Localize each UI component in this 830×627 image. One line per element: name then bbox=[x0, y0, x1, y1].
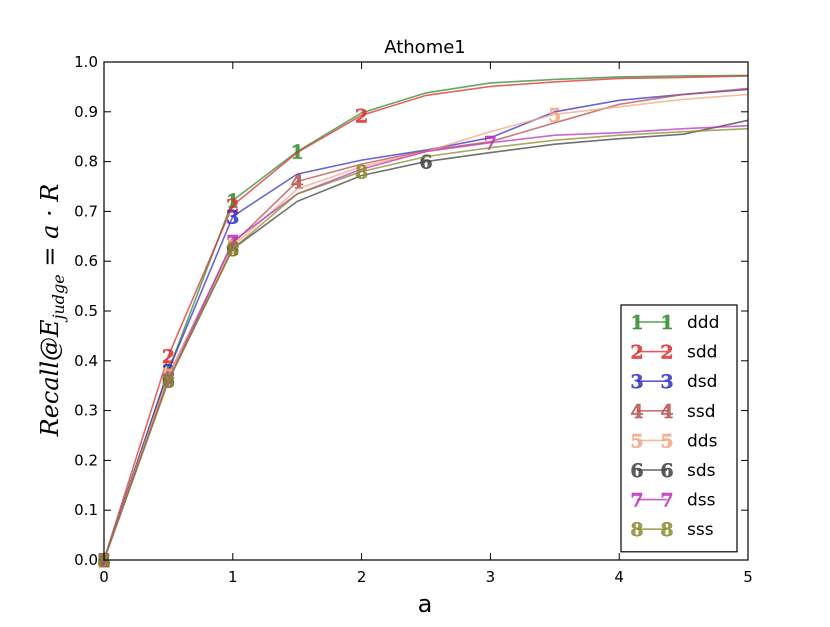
legend: 1 1 ddd 2 2 sdd 3 3 dsd 4 4 ssd 5 5 dds 6 6 sds 7 7 dss 8 8 sss bbox=[620, 304, 738, 553]
legend-marker: 5 bbox=[630, 430, 643, 452]
legend-entry-ddd: 1 1 ddd bbox=[630, 312, 719, 334]
x-tick-label: 5 bbox=[743, 568, 753, 586]
legend-marker: 2 bbox=[630, 342, 643, 364]
legend-marker: 3 bbox=[660, 371, 673, 393]
axes-layer: 0 1 2 3 4 50.00.10.20.30.40.50.60.70.80.91.0 bbox=[74, 53, 753, 586]
x-tick-label: 4 bbox=[614, 568, 624, 586]
y-tick-label: 0.3 bbox=[74, 402, 98, 420]
legend-marker: 5 bbox=[660, 430, 673, 452]
y-tick-label: 0.8 bbox=[74, 153, 98, 171]
legend-marker: 2 bbox=[660, 342, 673, 364]
legend-entry-dsd: 3 3 dsd bbox=[630, 371, 717, 393]
data-point-marker-dsd: 3 bbox=[226, 206, 239, 228]
legend-marker: 8 bbox=[630, 519, 643, 541]
y-tick-label: 0.5 bbox=[74, 302, 98, 320]
y-axis-label-main: Recall@E bbox=[36, 319, 64, 437]
data-point-marker-ssd: 4 bbox=[291, 172, 304, 194]
legend-marker: 4 bbox=[630, 401, 643, 423]
data-point-marker-ddd: 1 bbox=[226, 190, 239, 212]
data-point-marker-dss: 7 bbox=[97, 550, 110, 572]
data-point-marker-sss: 8 bbox=[355, 162, 368, 184]
legend-marker: 4 bbox=[660, 401, 673, 423]
x-tick-label: 1 bbox=[228, 568, 238, 586]
legend-label: dds bbox=[687, 431, 718, 451]
data-point-marker-sdd: 2 bbox=[97, 550, 110, 572]
legend-label: dss bbox=[687, 491, 716, 511]
legend-marker: 7 bbox=[660, 490, 673, 512]
data-point-marker-dds: 5 bbox=[226, 236, 239, 258]
x-tick-label: 2 bbox=[357, 568, 367, 586]
legend-marker: 6 bbox=[630, 460, 643, 482]
data-point-marker-sss: 8 bbox=[226, 239, 239, 261]
data-point-marker-dsd: 3 bbox=[162, 361, 175, 383]
legend-entry-dss: 7 7 dss bbox=[630, 489, 716, 512]
x-tick-label: 0 bbox=[99, 568, 109, 586]
legend-marker: 8 bbox=[660, 519, 673, 541]
x-tick-label: 3 bbox=[486, 568, 496, 586]
y-axis-label-rest: = a · R bbox=[36, 184, 64, 275]
legend-marker: 1 bbox=[630, 312, 643, 334]
data-point-marker-sss: 8 bbox=[162, 371, 175, 393]
y-axis-label: Recall@Ejudge = a · R bbox=[36, 184, 68, 438]
y-tick-label: 0.6 bbox=[74, 252, 98, 270]
legend-marker: 6 bbox=[660, 460, 673, 482]
legend-label: dsd bbox=[687, 372, 717, 392]
x-axis-label: a bbox=[418, 590, 433, 618]
legend-label: sdd bbox=[687, 343, 717, 363]
chart-title: Athome1 bbox=[384, 37, 466, 58]
data-point-marker-dss: 7 bbox=[226, 231, 239, 253]
y-tick-label: 0.1 bbox=[74, 501, 98, 519]
data-point-marker-ddd: 1 bbox=[97, 550, 110, 572]
legend-label: sss bbox=[687, 520, 714, 540]
data-point-marker-sss: 8 bbox=[97, 550, 110, 572]
legend-entry-sds: 6 6 sds bbox=[630, 460, 715, 482]
legend-label: ddd bbox=[687, 313, 719, 333]
data-point-marker-sdd: 2 bbox=[226, 195, 239, 217]
series-line-sdd bbox=[103, 75, 749, 561]
y-tick-label: 0.2 bbox=[74, 451, 98, 469]
y-tick-label: 0.4 bbox=[74, 352, 98, 370]
legend-entry-dds: 5 5 dds bbox=[630, 430, 717, 452]
legend-label: ssd bbox=[687, 402, 716, 422]
data-point-marker-sds: 6 bbox=[97, 550, 110, 572]
y-tick-label: 0.0 bbox=[74, 551, 98, 569]
series-line-sss bbox=[103, 127, 749, 561]
data-point-marker-dds: 5 bbox=[162, 366, 175, 388]
series-line-dss bbox=[103, 124, 749, 561]
data-point-marker-dds: 5 bbox=[97, 550, 110, 572]
y-axis-label-subscript: judge bbox=[49, 274, 68, 322]
legend-box bbox=[620, 304, 738, 553]
legend-entry-sdd: 2 2 sdd bbox=[630, 341, 717, 364]
legend-marker: 7 bbox=[630, 490, 643, 512]
legend-entry-ssd: 4 4 ssd bbox=[630, 401, 715, 423]
y-tick-label: 0.7 bbox=[74, 202, 98, 220]
data-point-marker-dss: 7 bbox=[484, 133, 497, 155]
data-point-marker-ssd: 4 bbox=[97, 550, 110, 572]
y-tick-label: 1.0 bbox=[74, 53, 98, 71]
legend-entry-sss: 8 8 sss bbox=[630, 519, 714, 541]
data-point-marker-sdd: 2 bbox=[355, 105, 368, 127]
data-point-marker-sds: 6 bbox=[419, 152, 432, 174]
legend-marker: 3 bbox=[630, 371, 643, 393]
legend-marker: 1 bbox=[660, 312, 673, 334]
data-point-marker-dsd: 3 bbox=[97, 550, 110, 572]
legend-label: sds bbox=[687, 461, 716, 481]
y-tick-label: 0.9 bbox=[74, 103, 98, 121]
data-point-marker-dds: 5 bbox=[548, 104, 561, 126]
